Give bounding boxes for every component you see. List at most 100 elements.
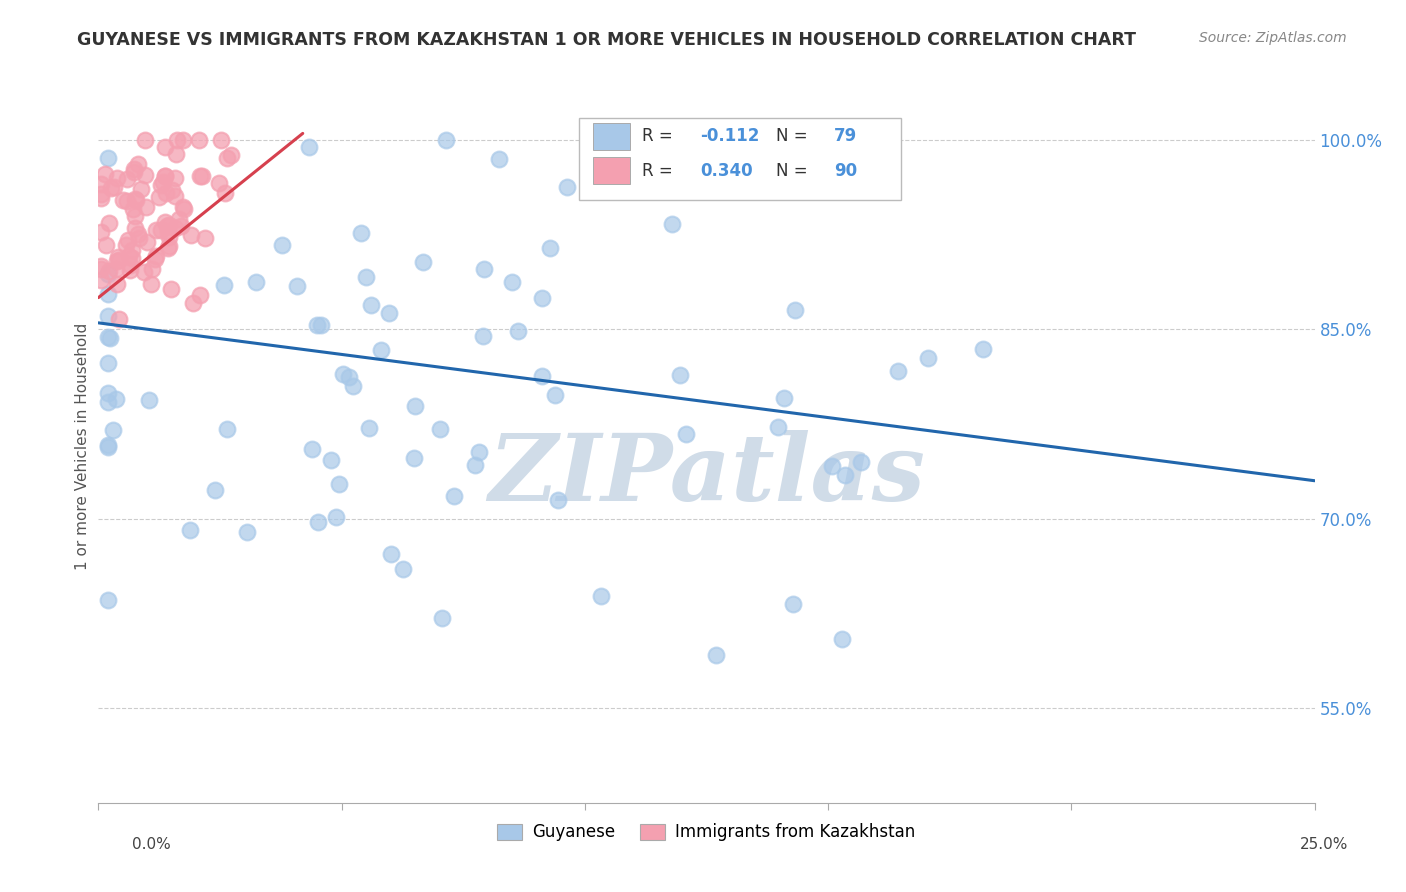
Point	[219, 147, 242, 161]
Point	[157, 241, 180, 255]
Point	[972, 342, 994, 356]
Point	[115, 237, 138, 252]
FancyBboxPatch shape	[593, 157, 630, 184]
Point	[412, 255, 434, 269]
Point	[97, 356, 120, 370]
Point	[125, 193, 148, 207]
Point	[773, 392, 796, 406]
Point	[328, 476, 350, 491]
Point	[159, 282, 181, 296]
Point	[166, 133, 188, 147]
Point	[669, 368, 692, 382]
Point	[118, 262, 141, 277]
Point	[180, 228, 202, 243]
Point	[139, 277, 162, 292]
Point	[325, 510, 347, 524]
Point	[471, 329, 494, 343]
Point	[392, 562, 415, 576]
Point	[90, 262, 112, 277]
Point	[97, 268, 120, 282]
Point	[108, 252, 131, 267]
Point	[209, 133, 232, 147]
Point	[90, 177, 112, 191]
Text: ZIPatlas: ZIPatlas	[488, 430, 925, 519]
Point	[127, 157, 149, 171]
Point	[117, 233, 139, 247]
Point	[311, 318, 333, 332]
Point	[97, 287, 120, 301]
Point	[124, 221, 146, 235]
Point	[163, 221, 186, 235]
Point	[172, 200, 194, 214]
Point	[506, 324, 529, 338]
Point	[434, 133, 457, 147]
Point	[214, 186, 236, 200]
Point	[429, 422, 451, 436]
Point	[90, 190, 112, 204]
Point	[851, 455, 873, 469]
Point	[183, 296, 205, 310]
Point	[90, 187, 112, 202]
Text: R =: R =	[643, 128, 678, 145]
Point	[115, 172, 138, 186]
Point	[831, 632, 853, 646]
Point	[90, 259, 112, 273]
Legend: Guyanese, Immigrants from Kazakhstan: Guyanese, Immigrants from Kazakhstan	[491, 817, 922, 848]
Point	[301, 442, 323, 456]
Point	[97, 216, 120, 230]
Point	[156, 219, 179, 234]
Point	[169, 219, 191, 234]
Point	[156, 226, 179, 240]
Point	[321, 453, 343, 467]
Point	[153, 169, 176, 183]
Point	[783, 303, 806, 318]
Point	[378, 306, 401, 320]
Point	[97, 438, 120, 452]
Text: N =: N =	[776, 128, 813, 145]
Point	[236, 525, 259, 540]
Point	[121, 243, 143, 257]
Point	[103, 180, 125, 194]
Point	[172, 133, 194, 147]
Point	[675, 426, 697, 441]
Point	[118, 248, 141, 262]
Point	[165, 189, 187, 203]
Point	[145, 249, 167, 263]
Point	[150, 178, 173, 193]
Point	[245, 275, 267, 289]
Point	[501, 276, 523, 290]
Point	[354, 269, 377, 284]
Point	[153, 140, 176, 154]
Point	[141, 262, 163, 277]
Point	[706, 648, 728, 662]
Point	[115, 194, 138, 208]
Point	[821, 459, 844, 474]
Point	[188, 288, 211, 302]
Point	[215, 151, 238, 165]
Point	[90, 226, 112, 240]
Point	[157, 218, 180, 232]
Point	[834, 467, 856, 482]
Point	[190, 169, 212, 184]
Point	[124, 209, 146, 223]
Point	[307, 515, 329, 529]
Point	[107, 250, 129, 264]
Point	[105, 254, 128, 268]
Point	[887, 364, 910, 378]
Point	[544, 388, 567, 402]
Point	[173, 202, 195, 216]
Point	[134, 133, 156, 147]
FancyBboxPatch shape	[593, 123, 630, 150]
Point	[105, 392, 128, 407]
Point	[350, 226, 373, 240]
Point	[149, 222, 172, 236]
Point	[370, 343, 392, 357]
Point	[443, 489, 465, 503]
FancyBboxPatch shape	[579, 118, 901, 200]
Point	[360, 298, 382, 312]
Point	[404, 399, 426, 413]
Point	[616, 154, 638, 169]
Point	[97, 264, 120, 278]
Point	[194, 231, 217, 245]
Point	[132, 265, 155, 279]
